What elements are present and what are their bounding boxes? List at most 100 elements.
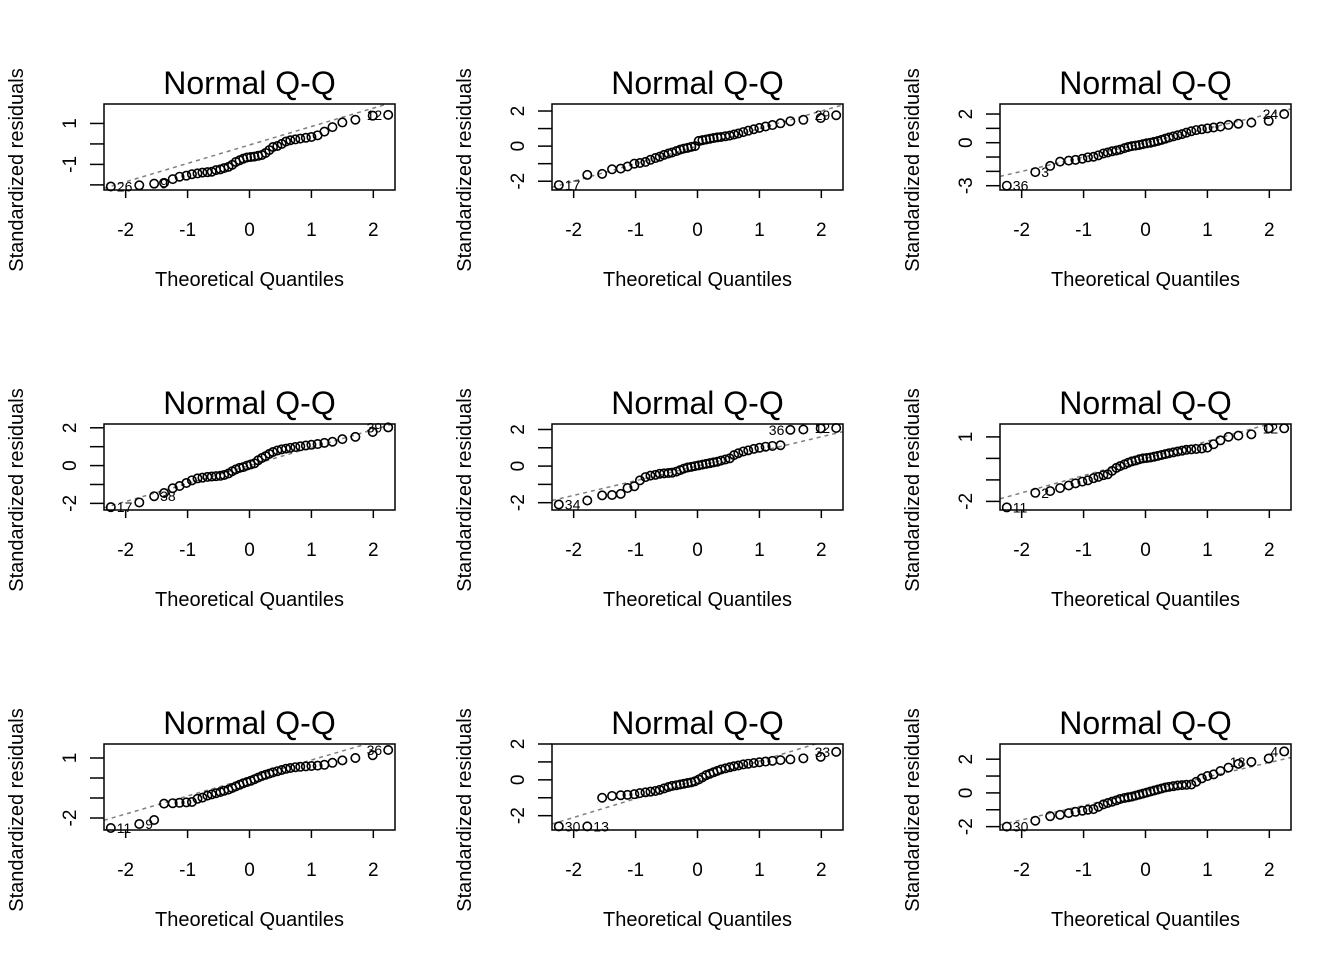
qq-point: [634, 788, 645, 799]
qq-point: [105, 502, 116, 513]
qq-point: [1186, 126, 1197, 137]
x-tick-label: 1: [754, 540, 765, 561]
panel-title: Normal Q-Q: [611, 385, 783, 421]
qq-point: [615, 488, 626, 499]
qq-point: [206, 789, 217, 800]
qq-point: [174, 797, 185, 808]
qq-point: [1246, 117, 1257, 128]
qq-point: [1141, 452, 1152, 463]
qq-point: [1181, 779, 1192, 790]
qq-point: [1063, 155, 1074, 166]
qq-reference-line: [1000, 756, 1291, 826]
qq-reference-line: [552, 430, 843, 502]
qq-point: [268, 767, 279, 778]
panel-title: Normal Q-Q: [1059, 705, 1231, 741]
qq-point: [1055, 483, 1066, 494]
qq-point: [1119, 792, 1130, 803]
qq-point: [1181, 444, 1192, 455]
qq-point: [1223, 431, 1234, 442]
qq-point: [743, 445, 754, 456]
y-tick-label: 2: [508, 106, 529, 117]
point-id-label: 11: [117, 820, 132, 836]
qq-point: [738, 127, 749, 138]
y-tick-label: -2: [508, 173, 529, 190]
qq-point: [708, 133, 719, 144]
qq-point: [597, 168, 608, 179]
x-tick-label: -2: [117, 860, 134, 881]
qq-point: [1177, 445, 1188, 456]
x-tick-label: -1: [1075, 220, 1092, 241]
y-tick-label: 0: [956, 788, 977, 799]
qq-point: [319, 126, 330, 137]
qq-point: [738, 446, 749, 457]
qq-point: [640, 787, 651, 798]
qq-point: [174, 171, 185, 182]
qq-point: [1030, 815, 1041, 826]
qq-point: [738, 759, 749, 770]
qq-point: [1279, 746, 1290, 757]
x-tick-label: -1: [1075, 540, 1092, 561]
y-tick-label: -1: [60, 156, 81, 173]
qq-panel-6: Normal Q-Q Theoretical Quantiles Standardi…: [902, 385, 1292, 611]
x-tick-label: 1: [1202, 860, 1213, 881]
y-tick-label: 0: [956, 137, 977, 148]
point-id-label: 38: [160, 488, 176, 504]
qq-point: [733, 128, 744, 139]
point-id-label: 30: [1013, 819, 1029, 835]
x-tick-label: 1: [1202, 220, 1213, 241]
qq-panel-2: Normal Q-Q Theoretical Quantiles Standardi…: [454, 65, 844, 291]
x-tick-label: 2: [816, 220, 827, 241]
qq-point: [285, 762, 296, 773]
y-tick-label: 1: [60, 753, 81, 764]
qq-point: [167, 483, 178, 494]
qq-point: [1077, 153, 1088, 164]
y-tick-label: 2: [60, 422, 81, 433]
y-tick-label: 0: [508, 141, 529, 152]
qq-point: [290, 442, 301, 453]
qq-point: [1196, 443, 1207, 454]
qq-point: [1063, 480, 1074, 491]
qq-point: [1191, 443, 1202, 454]
y-tick-label: 2: [956, 754, 977, 765]
qq-point: [167, 798, 178, 809]
x-axis-label: Theoretical Quantiles: [1051, 269, 1240, 291]
x-tick-label: 0: [1140, 860, 1151, 881]
qq-point: [815, 751, 826, 762]
qq-point: [1098, 799, 1109, 810]
x-axis-label: Theoretical Quantiles: [155, 589, 344, 611]
qq-point: [622, 483, 633, 494]
qq-point: [607, 489, 618, 500]
qq-point: [159, 177, 170, 188]
panel-title: Normal Q-Q: [163, 705, 335, 741]
x-tick-label: -2: [117, 220, 134, 241]
qq-point: [149, 178, 160, 189]
x-axis-label: Theoretical Quantiles: [1051, 909, 1240, 931]
qq-point: [1063, 808, 1074, 819]
qq-point: [242, 152, 253, 163]
qq-point: [597, 792, 608, 803]
point-id-label: 36: [1013, 178, 1029, 194]
qq-point: [1177, 129, 1188, 140]
x-tick-label: -1: [179, 540, 196, 561]
qq-point: [350, 431, 361, 442]
point-id-label: 30: [565, 818, 581, 834]
qq-point: [748, 443, 759, 454]
qq-point: [186, 169, 197, 180]
qq-point: [197, 472, 208, 483]
x-tick-label: 2: [368, 860, 379, 881]
qq-point: [383, 109, 394, 120]
qq-point: [192, 793, 203, 804]
qq-point: [383, 422, 394, 433]
qq-point: [1102, 798, 1113, 809]
qq-point: [327, 122, 338, 133]
qq-point: [1191, 125, 1202, 136]
x-tick-label: -1: [179, 860, 196, 881]
qq-point: [383, 744, 394, 755]
qq-point: [582, 495, 593, 506]
qq-point: [798, 753, 809, 764]
x-tick-label: -2: [565, 220, 582, 241]
qq-point: [268, 446, 279, 457]
qq-point: [306, 131, 317, 142]
qq-point: [272, 766, 283, 777]
y-tick-label: 1: [60, 118, 81, 129]
